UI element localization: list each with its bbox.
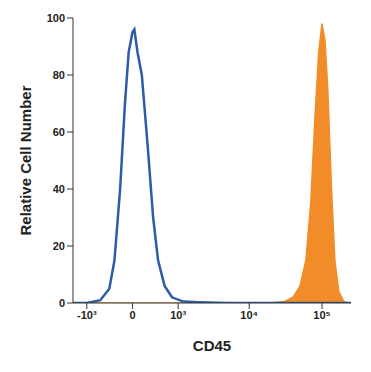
svg-text:100: 100 [47,12,65,24]
svg-text:80: 80 [53,69,65,81]
svg-text:20: 20 [53,240,65,252]
svg-text:10³: 10³ [170,309,186,321]
svg-text:40: 40 [53,183,65,195]
svg-text:60: 60 [53,126,65,138]
svg-text:0: 0 [129,309,135,321]
svg-text:Relative Cell Number: Relative Cell Number [17,85,34,235]
svg-text:0: 0 [59,297,65,309]
svg-text:CD45: CD45 [193,337,231,354]
svg-text:10⁵: 10⁵ [313,309,330,321]
svg-text:10⁴: 10⁴ [240,309,258,321]
svg-text:-10³: -10³ [77,309,97,321]
